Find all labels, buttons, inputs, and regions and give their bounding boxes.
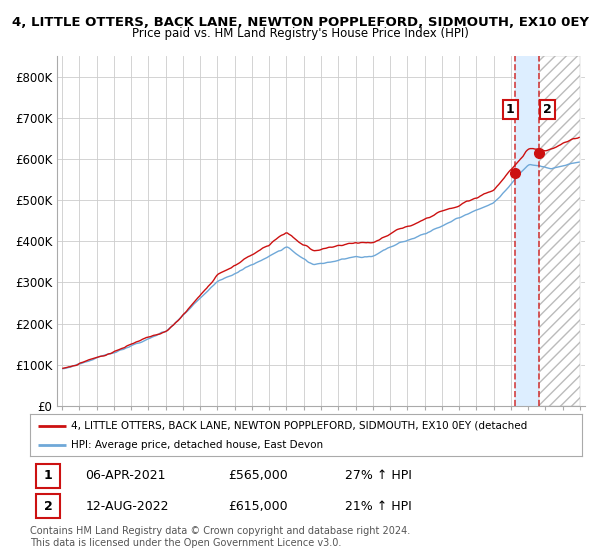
Text: HPI: Average price, detached house, East Devon: HPI: Average price, detached house, East… xyxy=(71,440,323,450)
Text: 4, LITTLE OTTERS, BACK LANE, NEWTON POPPLEFORD, SIDMOUTH, EX10 0EY: 4, LITTLE OTTERS, BACK LANE, NEWTON POPP… xyxy=(11,16,589,29)
FancyBboxPatch shape xyxy=(35,464,61,488)
Text: 4, LITTLE OTTERS, BACK LANE, NEWTON POPPLEFORD, SIDMOUTH, EX10 0EY (detached: 4, LITTLE OTTERS, BACK LANE, NEWTON POPP… xyxy=(71,421,527,431)
Text: Price paid vs. HM Land Registry's House Price Index (HPI): Price paid vs. HM Land Registry's House … xyxy=(131,27,469,40)
Text: 1: 1 xyxy=(44,469,52,483)
Text: 21% ↑ HPI: 21% ↑ HPI xyxy=(344,500,412,513)
Text: 1: 1 xyxy=(506,103,515,116)
Bar xyxy=(515,56,539,406)
FancyBboxPatch shape xyxy=(35,494,61,519)
Bar xyxy=(539,56,580,406)
Bar xyxy=(539,56,580,406)
Text: 06-APR-2021: 06-APR-2021 xyxy=(85,469,166,483)
Text: £615,000: £615,000 xyxy=(229,500,289,513)
Text: 27% ↑ HPI: 27% ↑ HPI xyxy=(344,469,412,483)
Text: 12-AUG-2022: 12-AUG-2022 xyxy=(85,500,169,513)
Text: £565,000: £565,000 xyxy=(229,469,289,483)
Text: 2: 2 xyxy=(44,500,52,513)
Text: 2: 2 xyxy=(543,103,552,116)
Text: Contains HM Land Registry data © Crown copyright and database right 2024.
This d: Contains HM Land Registry data © Crown c… xyxy=(30,526,410,548)
